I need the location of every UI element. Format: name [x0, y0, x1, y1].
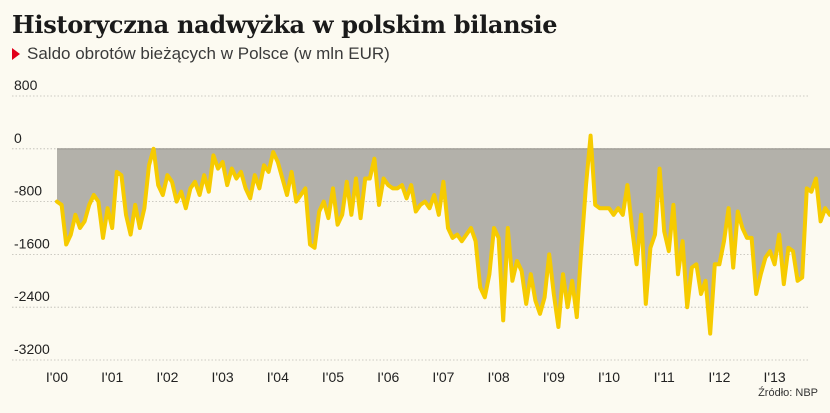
x-tick-label: I'07 — [432, 369, 454, 385]
y-tick-label: -1600 — [14, 235, 50, 251]
x-tick-label: I'03 — [212, 369, 234, 385]
x-tick-label: I'10 — [598, 369, 620, 385]
chart-title: Historyczna nadwyżka w polskim bilansie — [12, 10, 558, 39]
x-tick-label: I'09 — [543, 369, 565, 385]
x-tick-label: I'06 — [377, 369, 399, 385]
y-tick-label: -2400 — [14, 288, 50, 304]
source-note: Źródło: NBP — [758, 387, 818, 399]
data-line-layer — [55, 133, 830, 336]
y-axis-tick-labels: 800 0 -800 -1600 -2400 -3200 — [14, 77, 50, 357]
x-tick-label: I'13 — [764, 369, 786, 385]
x-axis-tick-labels: I'00 I'01 I'02 I'03 I'04 I'05 I'06 I'07 I'08 I'09… — [46, 369, 786, 385]
y-tick-label: 800 — [14, 77, 38, 93]
y-tick-label: -3200 — [14, 341, 50, 357]
x-tick-label: I'12 — [708, 369, 730, 385]
area-fill-layer — [57, 135, 830, 334]
triangle-bullet-icon — [12, 48, 20, 60]
y-tick-label: 0 — [14, 130, 22, 146]
series-line — [55, 133, 830, 336]
y-tick-label: -800 — [14, 183, 42, 199]
x-tick-label: I'08 — [488, 369, 510, 385]
x-tick-label: I'01 — [101, 369, 123, 385]
area-fill — [57, 135, 830, 334]
x-tick-label: I'00 — [46, 369, 68, 385]
x-tick-label: I'02 — [156, 369, 178, 385]
x-tick-label: I'05 — [322, 369, 344, 385]
chart-subtitle: Saldo obrotów bieżących w Polsce (w mln … — [27, 44, 390, 63]
x-tick-label: I'11 — [654, 369, 675, 385]
x-tick-label: I'04 — [267, 369, 289, 385]
chart-subtitle-row: Saldo obrotów bieżących w Polsce (w mln … — [12, 44, 390, 64]
